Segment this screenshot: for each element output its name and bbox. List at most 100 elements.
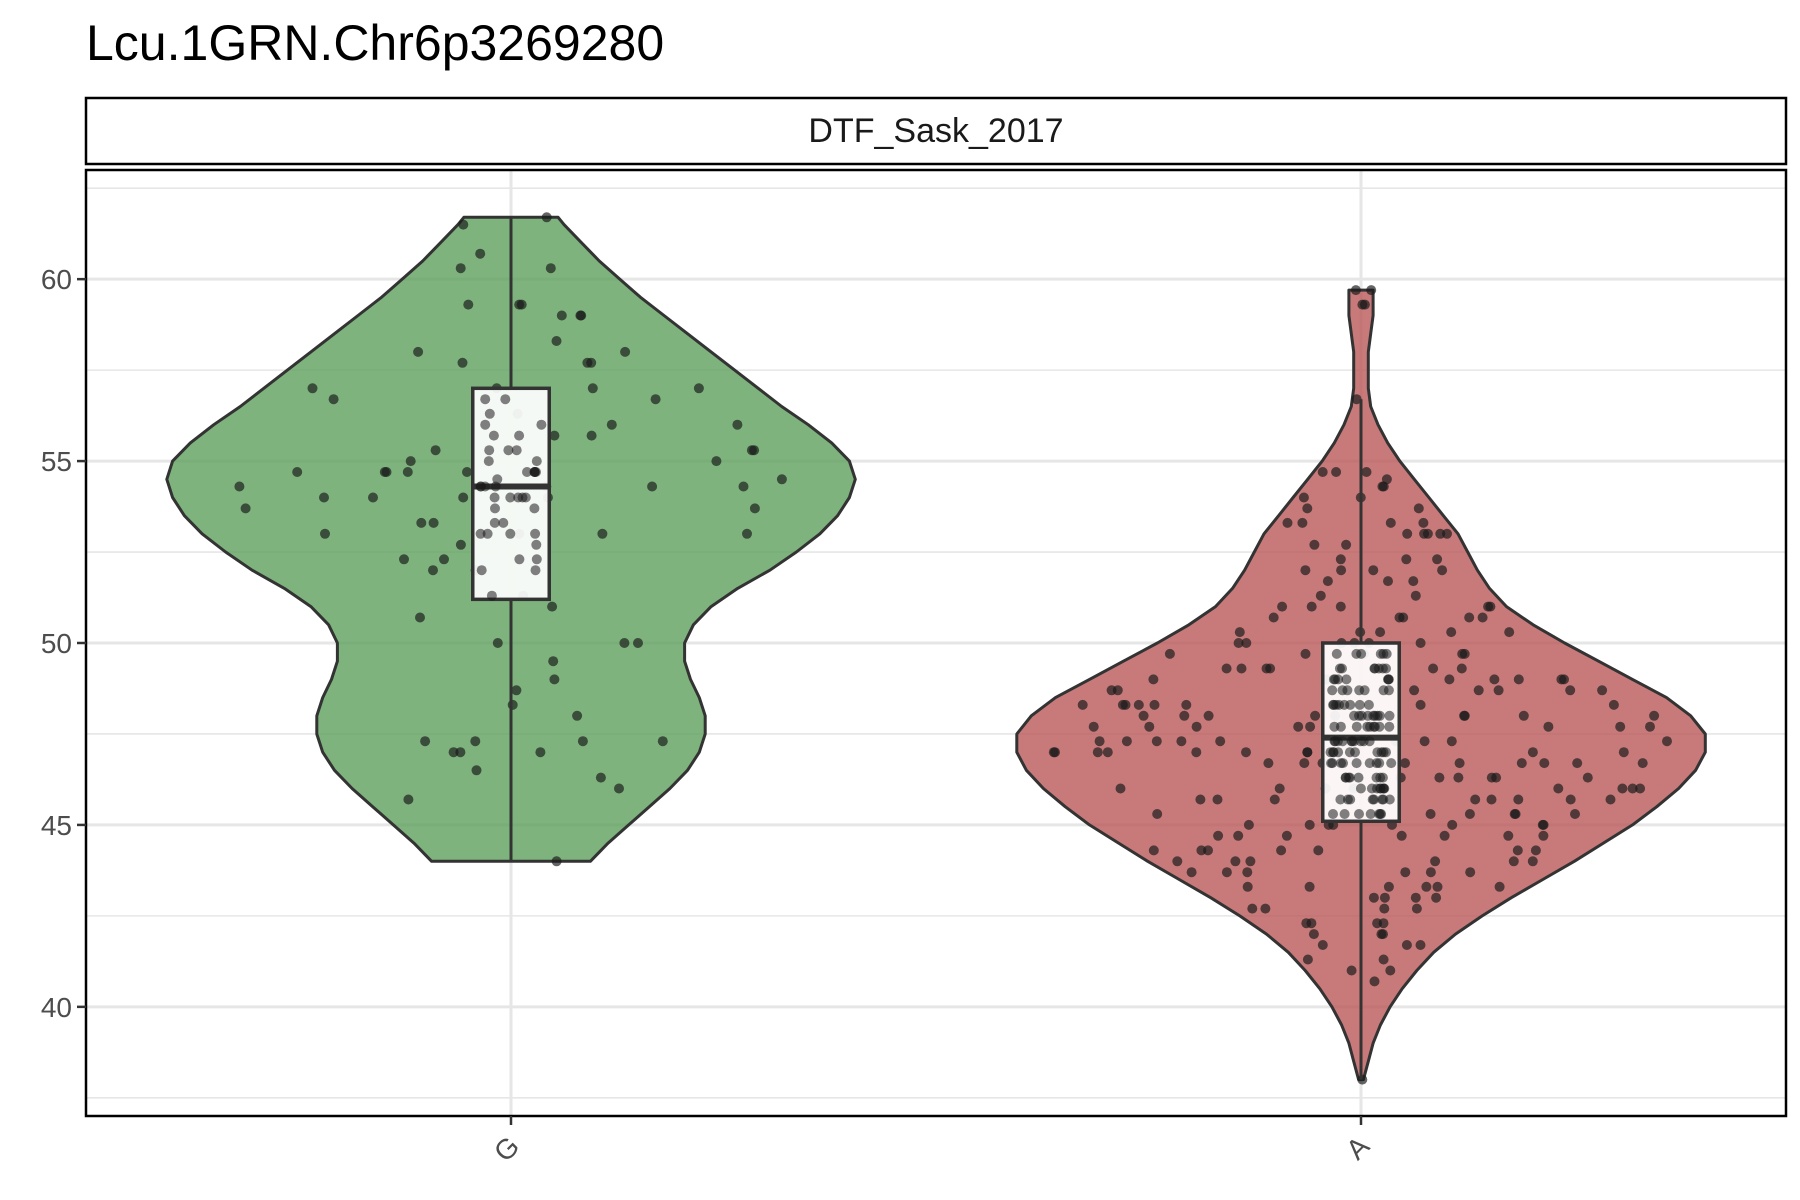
data-point-A [1077, 699, 1088, 710]
data-point-A [1635, 783, 1646, 794]
data-point-G [462, 467, 472, 477]
data-point-G [732, 419, 743, 430]
data-point-A [1366, 285, 1377, 296]
chart-title: Lcu.1GRN.Chr6p3269280 [86, 15, 664, 71]
data-point-A [1102, 747, 1113, 758]
data-point-in-box-A [1339, 809, 1350, 819]
data-point-A [1368, 565, 1379, 576]
data-point-A [1351, 394, 1362, 405]
data-point-in-box-G [489, 492, 500, 503]
data-point-A [1306, 601, 1317, 612]
data-point-in-box-A [1336, 758, 1346, 769]
data-point-in-box-A [1377, 794, 1388, 805]
data-point-A [1401, 554, 1412, 565]
data-point-G [548, 656, 559, 667]
data-point-A [1503, 830, 1514, 841]
data-point-A [1411, 903, 1422, 914]
data-point-in-box-G [480, 394, 491, 405]
data-point-in-box-A [1364, 736, 1375, 747]
data-point-in-box-G [488, 430, 499, 441]
data-point-G [403, 794, 414, 805]
data-point-A [1309, 539, 1320, 550]
data-point-A [1410, 892, 1421, 903]
x-tick-label-G: G [488, 1130, 525, 1167]
data-point-A [1300, 565, 1311, 576]
data-point-G [614, 783, 624, 794]
data-point-G [516, 299, 527, 310]
data-point-A [1293, 721, 1304, 732]
data-point-in-box-G [514, 554, 525, 565]
data-point-in-box-G [517, 492, 528, 503]
data-point-A [1508, 856, 1519, 867]
data-point-in-box-G [531, 554, 542, 565]
data-point-A [1242, 867, 1253, 878]
data-point-in-box-G [522, 467, 532, 477]
data-point-G [620, 346, 631, 357]
data-point-A [1572, 758, 1583, 769]
data-point-G [430, 445, 441, 456]
data-point-in-box-A [1378, 648, 1389, 659]
data-point-A [1510, 809, 1521, 819]
data-point-A [1425, 809, 1436, 819]
data-point-A [1148, 845, 1159, 856]
data-point-A [1516, 758, 1527, 769]
data-point-in-box-A [1383, 674, 1393, 685]
data-point-A [1538, 819, 1549, 830]
data-point-in-box-A [1327, 758, 1338, 769]
data-point-A [1203, 845, 1213, 856]
data-point-A [1459, 710, 1470, 721]
data-point-in-box-A [1381, 747, 1391, 758]
data-point-in-box-A [1330, 674, 1341, 685]
data-point-in-box-G [500, 394, 511, 405]
data-point-G [576, 310, 587, 321]
data-point-G [746, 445, 757, 456]
data-point-A [1421, 881, 1432, 892]
data-point-in-box-A [1365, 809, 1376, 819]
data-point-in-box-G [482, 528, 493, 539]
data-point-A [1120, 699, 1131, 710]
data-point-G [320, 528, 330, 539]
data-point-A [1553, 783, 1564, 794]
data-point-A [1408, 576, 1419, 587]
y-tick-label: 45 [41, 810, 72, 841]
data-point-in-box-A [1359, 685, 1370, 696]
data-point-A [1172, 856, 1183, 867]
data-point-A [1410, 590, 1421, 601]
facet-strip-box [84, 96, 1788, 166]
data-point-in-box-A [1339, 699, 1350, 710]
data-point-G [577, 736, 588, 747]
data-point-A [1465, 867, 1476, 878]
data-point-in-box-A [1384, 710, 1395, 721]
data-point-G [742, 528, 752, 539]
data-point-A [1637, 758, 1648, 769]
data-point-G [368, 492, 378, 503]
data-point-A [1539, 758, 1550, 769]
data-point-in-box-A [1345, 794, 1356, 805]
data-point-A [1350, 285, 1361, 296]
data-point-A [1213, 830, 1224, 841]
data-point-in-box-A [1355, 783, 1366, 794]
data-point-in-box-G [498, 517, 509, 528]
data-point-A [1263, 758, 1274, 769]
data-point-A [1144, 721, 1155, 732]
data-point-A [1331, 467, 1342, 477]
data-point-A [1336, 565, 1347, 576]
data-point-A [1191, 747, 1202, 758]
data-point-A [1092, 747, 1103, 758]
data-point-G [458, 492, 469, 503]
data-point-in-box-G [490, 503, 500, 514]
data-point-G [776, 474, 787, 485]
data-point-A [1242, 881, 1253, 892]
data-point-in-box-A [1375, 772, 1386, 783]
data-point-A [1457, 648, 1468, 659]
data-point-in-box-A [1369, 663, 1380, 674]
data-point-in-box-A [1334, 663, 1345, 674]
data-point-A [1302, 747, 1313, 758]
data-point-A [1195, 794, 1206, 805]
data-point-A [1300, 648, 1311, 659]
data-point-in-box-G [486, 590, 497, 601]
data-point-A [1179, 710, 1190, 721]
data-point-in-box-A [1340, 772, 1351, 783]
data-point-A [1431, 892, 1442, 903]
data-point-in-box-G [505, 528, 516, 539]
